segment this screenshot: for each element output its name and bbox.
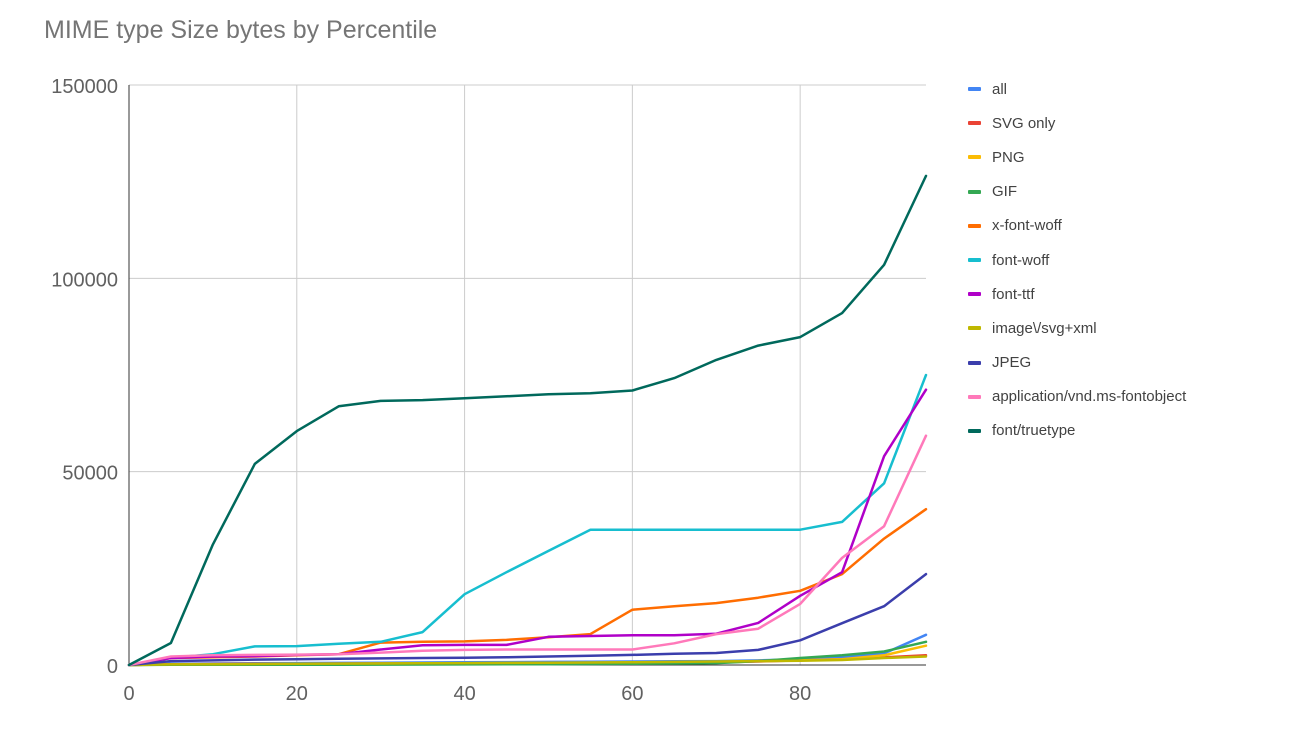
legend-swatch (968, 189, 981, 194)
legend-swatch (968, 394, 981, 399)
legend-label: PNG (992, 148, 1025, 166)
legend-swatch (968, 223, 981, 228)
legend-item-png: PNG (968, 140, 1186, 174)
gridlines (129, 84, 926, 665)
x-tick-label: 40 (453, 683, 475, 705)
x-tick-label: 80 (789, 683, 811, 705)
legend-label: JPEG (992, 354, 1032, 372)
legend-item-font-truetype: font/truetype (968, 414, 1186, 448)
series-line-application-vnd-ms-fontobject (127, 434, 928, 667)
series-line-font-woff (127, 373, 928, 667)
legend-swatch (968, 155, 981, 160)
series-line-jpeg (127, 572, 928, 667)
legend-item-application-vnd-ms-fontobject: application/vnd.ms-fontobject (968, 380, 1186, 414)
legend: all SVG only PNG GIF x-font-woff font-woff fon… (968, 72, 1186, 448)
legend-label: application/vnd.ms-fontobject (992, 388, 1187, 406)
y-tick-label: 0 (107, 656, 118, 678)
chart-title: MIME type Size bytes by Percentile (44, 16, 438, 44)
y-tick-label: 100000 (51, 269, 118, 291)
y-tick-label: 150000 (51, 76, 118, 98)
x-tick-label: 20 (286, 683, 308, 705)
legend-label: SVG only (992, 114, 1056, 132)
legend-item-image-svg-xml: image\/svg+xml (968, 311, 1186, 345)
y-tick-label: 50000 (62, 463, 118, 485)
series-line-font-truetype (127, 174, 928, 667)
legend-item-x-font-woff: x-font-woff (968, 209, 1186, 243)
legend-label: x-font-woff (992, 217, 1062, 235)
legend-label: font-ttf (992, 285, 1035, 303)
legend-item-jpeg: JPEG (968, 346, 1186, 380)
x-tick-label: 0 (123, 683, 134, 705)
tick-labels: 0 50000 100000 150000 0 20 40 60 80 (51, 76, 811, 705)
legend-swatch (968, 121, 981, 126)
legend-swatch (968, 428, 981, 433)
x-tick-label: 60 (621, 683, 643, 705)
legend-label: font/truetype (992, 422, 1076, 440)
legend-swatch (968, 360, 981, 365)
legend-label: all (992, 80, 1008, 98)
series-line-image-svg-xml (127, 655, 928, 667)
legend-swatch (968, 258, 981, 263)
legend-item-font-ttf: font-ttf (968, 277, 1186, 311)
legend-label: font-woff (992, 251, 1050, 269)
legend-swatch (968, 87, 981, 92)
legend-item-gif: GIF (968, 175, 1186, 209)
line-chart: 0 50000 100000 150000 0 20 40 60 80 (51, 76, 928, 705)
series-lines (127, 174, 928, 667)
legend-swatch (968, 292, 981, 297)
legend-label: image\/svg+xml (992, 319, 1097, 337)
legend-swatch (968, 326, 981, 331)
axes (128, 85, 926, 666)
legend-item-font-woff: font-woff (968, 243, 1186, 277)
legend-item-svg-only: SVG only (968, 106, 1186, 140)
legend-item-all: all (968, 72, 1186, 106)
legend-label: GIF (992, 183, 1017, 201)
